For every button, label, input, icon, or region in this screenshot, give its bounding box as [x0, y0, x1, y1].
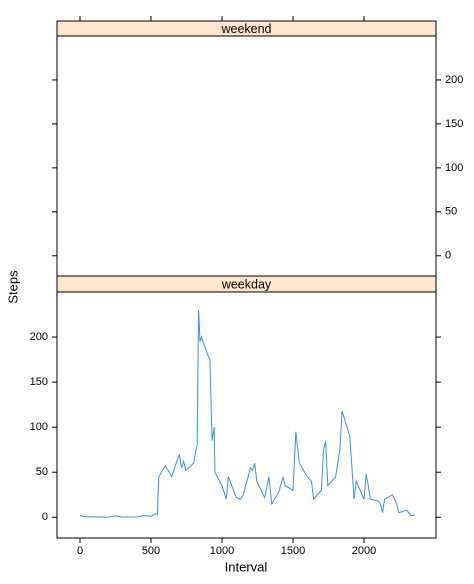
x-tick-label: 1500 — [281, 545, 305, 557]
y-tick-label: 200 — [445, 74, 463, 86]
x-tick-label: 1000 — [210, 545, 234, 557]
y-tick-label: 100 — [445, 162, 463, 174]
y-tick-label: 200 — [30, 331, 48, 343]
y-tick-label: 150 — [30, 376, 48, 388]
y-tick-label: 150 — [445, 118, 463, 130]
y-tick-label: 50 — [445, 206, 457, 218]
y-tick-label: 0 — [42, 511, 48, 523]
x-tick-label: 0 — [77, 545, 83, 557]
x-tick-label: 500 — [142, 545, 160, 557]
y-tick-label: 50 — [36, 466, 48, 478]
strip-label: weekday — [221, 277, 272, 291]
y-tick-label: 100 — [30, 421, 48, 433]
y-tick-label: 0 — [445, 250, 451, 262]
x-axis-label: Interval — [225, 559, 268, 574]
strip-label: weekend — [220, 22, 271, 36]
x-tick-label: 2000 — [352, 545, 376, 557]
line — [79, 309, 415, 518]
y-axis-label: Steps — [5, 270, 20, 304]
panel — [56, 35, 437, 277]
panel — [56, 291, 437, 539]
